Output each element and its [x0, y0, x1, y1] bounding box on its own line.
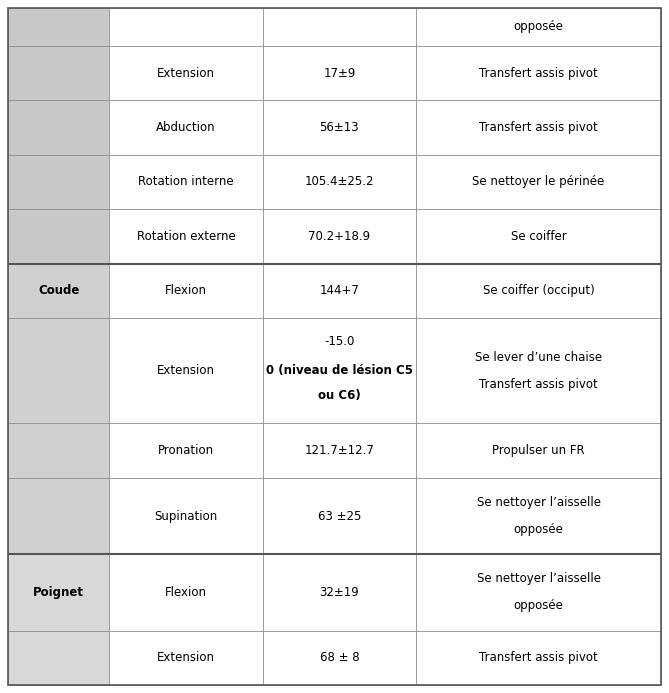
Bar — [8, 554, 109, 631]
Text: Transfert assis pivot: Transfert assis pivot — [479, 67, 598, 80]
Text: Abduction: Abduction — [156, 121, 216, 134]
Bar — [416, 8, 661, 46]
Text: 32±19: 32±19 — [320, 586, 359, 599]
Text: Poignet: Poignet — [33, 586, 84, 599]
Text: 121.7±12.7: 121.7±12.7 — [304, 444, 375, 457]
Bar — [8, 46, 109, 100]
Text: 105.4±25.2: 105.4±25.2 — [304, 175, 374, 188]
Text: 144+7: 144+7 — [320, 284, 359, 297]
Bar — [416, 264, 661, 318]
Text: Se nettoyer l’aisselle: Se nettoyer l’aisselle — [476, 572, 601, 586]
Text: Rotation interne: Rotation interne — [138, 175, 233, 188]
Bar — [109, 264, 263, 318]
Text: Extension: Extension — [157, 651, 215, 665]
Bar — [263, 155, 416, 209]
Bar — [109, 423, 263, 478]
Bar — [416, 155, 661, 209]
Bar — [8, 478, 109, 554]
Bar — [109, 209, 263, 264]
Bar — [416, 478, 661, 554]
Bar — [416, 100, 661, 155]
Bar — [263, 478, 416, 554]
Text: 63 ±25: 63 ±25 — [318, 509, 361, 523]
Bar — [8, 209, 109, 264]
Bar — [263, 318, 416, 423]
Text: Se coiffer (occiput): Se coiffer (occiput) — [483, 284, 595, 297]
Bar — [109, 155, 263, 209]
Text: Extension: Extension — [157, 365, 215, 377]
Bar — [263, 209, 416, 264]
Bar — [109, 554, 263, 631]
Text: Transfert assis pivot: Transfert assis pivot — [479, 121, 598, 134]
Text: Flexion: Flexion — [165, 284, 207, 297]
Bar — [109, 8, 263, 46]
Text: 68 ± 8: 68 ± 8 — [320, 651, 359, 665]
Bar — [8, 8, 109, 46]
Text: 56±13: 56±13 — [320, 121, 359, 134]
Bar — [263, 100, 416, 155]
Text: Pronation: Pronation — [158, 444, 214, 457]
Text: Propulser un FR: Propulser un FR — [492, 444, 585, 457]
Bar — [8, 318, 109, 423]
Text: Rotation externe: Rotation externe — [136, 230, 235, 243]
Bar — [263, 554, 416, 631]
Bar — [109, 631, 263, 685]
Text: Coude: Coude — [38, 284, 80, 297]
Bar — [109, 478, 263, 554]
Bar — [263, 423, 416, 478]
Text: Se nettoyer le périnée: Se nettoyer le périnée — [472, 175, 605, 188]
Bar — [416, 554, 661, 631]
Text: Flexion: Flexion — [165, 586, 207, 599]
Bar — [109, 46, 263, 100]
Bar — [263, 8, 416, 46]
Text: Transfert assis pivot: Transfert assis pivot — [479, 651, 598, 665]
Text: 17±9: 17±9 — [323, 67, 356, 80]
Text: opposée: opposée — [514, 599, 563, 613]
Bar — [8, 155, 109, 209]
Bar — [263, 264, 416, 318]
Bar — [416, 423, 661, 478]
Text: -15.0: -15.0 — [324, 335, 355, 348]
Bar — [8, 423, 109, 478]
Bar — [416, 318, 661, 423]
Bar — [8, 100, 109, 155]
Text: Extension: Extension — [157, 67, 215, 80]
Bar — [109, 318, 263, 423]
Text: Supination: Supination — [155, 509, 217, 523]
Text: Se coiffer: Se coiffer — [510, 230, 567, 243]
Bar — [8, 631, 109, 685]
Bar — [416, 631, 661, 685]
Text: opposée: opposée — [514, 20, 563, 33]
Text: Se nettoyer l’aisselle: Se nettoyer l’aisselle — [476, 496, 601, 509]
Text: opposée: opposée — [514, 523, 563, 536]
Bar — [8, 264, 109, 318]
Bar — [416, 209, 661, 264]
Bar — [263, 46, 416, 100]
Bar — [263, 631, 416, 685]
Bar — [109, 100, 263, 155]
Bar — [416, 46, 661, 100]
Text: 70.2+18.9: 70.2+18.9 — [308, 230, 371, 243]
Text: Se lever d’une chaise: Se lever d’une chaise — [475, 351, 602, 364]
Text: 0 (niveau de lésion C5
ou C6): 0 (niveau de lésion C5 ou C6) — [266, 365, 413, 403]
Text: Transfert assis pivot: Transfert assis pivot — [479, 378, 598, 391]
